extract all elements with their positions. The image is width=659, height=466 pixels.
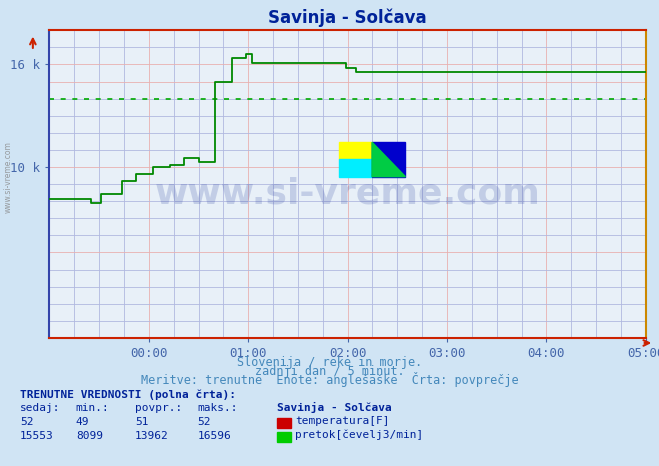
- Text: www.si-vreme.com: www.si-vreme.com: [155, 176, 540, 210]
- FancyBboxPatch shape: [372, 142, 405, 177]
- Text: pretok[čevelj3/min]: pretok[čevelj3/min]: [295, 430, 424, 440]
- FancyBboxPatch shape: [339, 159, 372, 177]
- Text: 15553: 15553: [20, 431, 53, 441]
- Text: 52: 52: [198, 417, 211, 427]
- Text: Savinja - Solčava: Savinja - Solčava: [277, 402, 391, 413]
- Text: 51: 51: [135, 417, 148, 427]
- FancyBboxPatch shape: [339, 142, 372, 159]
- Text: 13962: 13962: [135, 431, 169, 441]
- Text: 52: 52: [20, 417, 33, 427]
- Title: Savinja - Solčava: Savinja - Solčava: [268, 9, 427, 27]
- Text: 49: 49: [76, 417, 89, 427]
- Text: povpr.:: povpr.:: [135, 403, 183, 413]
- Text: maks.:: maks.:: [198, 403, 238, 413]
- Text: temperatura[F]: temperatura[F]: [295, 416, 389, 426]
- Text: TRENUTNE VREDNOSTI (polna črta):: TRENUTNE VREDNOSTI (polna črta):: [20, 390, 236, 400]
- Text: Slovenija / reke in morje.: Slovenija / reke in morje.: [237, 356, 422, 369]
- Text: Meritve: trenutne  Enote: anglešaške  Črta: povprečje: Meritve: trenutne Enote: anglešaške Črta…: [140, 372, 519, 387]
- Text: 8099: 8099: [76, 431, 103, 441]
- Text: sedaj:: sedaj:: [20, 403, 60, 413]
- Text: min.:: min.:: [76, 403, 109, 413]
- Text: www.si-vreme.com: www.si-vreme.com: [3, 141, 13, 213]
- Polygon shape: [372, 142, 405, 177]
- Text: zadnji dan / 5 minut.: zadnji dan / 5 minut.: [254, 365, 405, 378]
- Text: 16596: 16596: [198, 431, 231, 441]
